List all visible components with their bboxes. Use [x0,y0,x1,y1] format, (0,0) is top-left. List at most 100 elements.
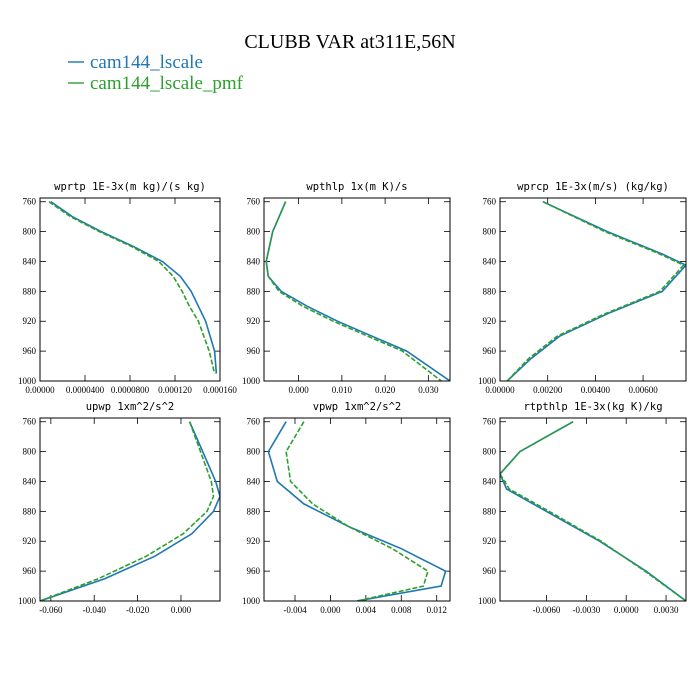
x-tick-label: 0.00000 [25,385,55,395]
x-tick-label: -0.0060 [533,605,561,615]
series-line-lscale-pmf [48,201,216,374]
y-tick-label: 800 [23,227,37,237]
series-line-lscale [267,421,447,601]
x-tick-label: 0.0030 [654,605,679,615]
y-tick-label: 800 [247,227,261,237]
y-tick-label: 880 [247,286,261,296]
x-tick-label: 0.020 [375,385,396,395]
x-tick-label: 0.00600 [628,385,658,395]
series-line-lscale-pmf [285,421,429,601]
y-tick-label: 760 [23,417,37,427]
x-tick-label: 0.00000 [485,385,515,395]
y-tick-label: 760 [23,197,37,207]
legend-label-lscale-pmf: cam144_lscale_pmf [90,73,244,94]
panel-title: wprtp 1E-3x(m kg)/(s kg) [54,181,206,193]
y-tick-label: 960 [247,566,261,576]
y-tick-label: 1000 [242,376,261,386]
y-tick-label: 960 [247,346,261,356]
y-tick-label: 960 [483,566,497,576]
x-tick-label: 0.0000400 [66,385,105,395]
series-line-lscale-pmf [265,201,442,381]
x-tick-label: 0.000 [320,605,341,615]
panel-title: rtpthlp 1E-3x(kg K)/kg [523,401,662,413]
panel-1: wprtp 1E-3x(m kg)/(s kg) 760 800 840 880 920 9… [18,181,237,395]
x-tick-label: 0.004 [356,605,377,615]
y-tick-label: 840 [23,256,37,266]
series-line-lscale-pmf [500,421,686,601]
y-tick-label: 880 [23,506,37,516]
y-tick-label: 800 [483,447,497,457]
x-tick-label: 0.0000 [614,605,639,615]
x-tick-label: -0.020 [126,605,150,615]
panel-6: rtpthlp 1E-3x(kg K)/kg 760 800 840 880 920 960… [478,401,687,615]
series-line-lscale [506,200,686,381]
y-tick-label: 880 [247,506,261,516]
panel-title: upwp 1xm^2/s^2 [86,401,175,413]
panel-title: vpwp 1xm^2/s^2 [313,401,402,413]
y-tick-label: 800 [483,227,497,237]
x-tick-label: -0.060 [39,605,63,615]
series-line-lscale [50,201,218,374]
y-tick-label: 1000 [18,596,37,606]
panel-title: wpthlp 1x(m K)/s [306,181,407,193]
plot-frame [263,417,451,602]
plot-frame [39,197,221,382]
y-tick-label: 800 [23,447,37,457]
plot-frame [263,197,451,382]
y-tick-label: 1000 [242,596,261,606]
series-line-lscale [40,421,220,601]
x-tick-label: 0.000120 [158,385,192,395]
x-tick-label: 0.000 [288,385,309,395]
y-tick-label: 760 [483,417,497,427]
legend-label-lscale: cam144_lscale [90,52,203,73]
panel-title: wprcp 1E-3x(m/s) (kg/kg) [517,181,669,193]
y-tick-label: 880 [23,286,37,296]
x-tick-label: 0.010 [332,385,353,395]
y-tick-label: 880 [483,286,497,296]
y-tick-label: 840 [483,476,497,486]
y-tick-label: 960 [23,346,37,356]
x-tick-label: 0.000 [171,605,192,615]
panel-2: wpthlp 1x(m K)/s 760 800 840 880 920 960 1000 0.… [242,181,451,395]
y-tick-label: 800 [247,447,261,457]
series-line-lscale [265,201,450,381]
panel-5: vpwp 1xm^2/s^2 760 800 840 880 920 960 1000 -0.0… [242,401,451,615]
series-line-lscale-pmf [40,421,215,601]
plot-frame [499,197,687,382]
x-tick-label: 0.008 [391,605,412,615]
x-tick-label: 0.00200 [533,385,563,395]
y-tick-label: 880 [483,506,497,516]
x-tick-label: 0.030 [418,385,439,395]
panel-4: upwp 1xm^2/s^27608008408809209601000-0.0… [18,401,221,615]
x-tick-label: 0.00400 [581,385,611,395]
y-tick-label: 920 [247,316,261,326]
y-tick-label: 840 [483,256,497,266]
plot-frame [39,417,221,602]
y-tick-label: 960 [483,346,497,356]
legend: cam144_lscale cam144_lscale_pmf [68,52,244,94]
y-tick-label: 920 [483,316,497,326]
x-tick-label: -0.040 [83,605,107,615]
panels: wprtp 1E-3x(m kg)/(s kg) 760 800 840 880 920 9… [18,181,687,615]
y-tick-label: 1000 [478,376,497,386]
x-tick-label: -0.004 [283,605,307,615]
x-tick-label: -0.0030 [572,605,600,615]
y-tick-label: 760 [247,417,261,427]
x-tick-label: 0.0000800 [111,385,150,395]
y-tick-label: 920 [23,316,37,326]
y-tick-label: 1000 [478,596,497,606]
x-tick-label: 0.012 [427,605,447,615]
y-tick-label: 960 [23,566,37,576]
series-line-lscale-pmf [506,200,685,381]
series-line-lscale [500,421,686,601]
y-tick-label: 920 [247,536,261,546]
y-tick-label: 920 [483,536,497,546]
plot-frame [499,417,687,602]
y-tick-label: 920 [23,536,37,546]
y-tick-label: 840 [247,256,261,266]
y-tick-label: 760 [247,197,261,207]
y-tick-label: 840 [247,476,261,486]
panel-3: wprcp 1E-3x(m/s) (kg/kg) 760 800 840 880 920 9… [478,181,687,395]
y-tick-label: 840 [23,476,37,486]
